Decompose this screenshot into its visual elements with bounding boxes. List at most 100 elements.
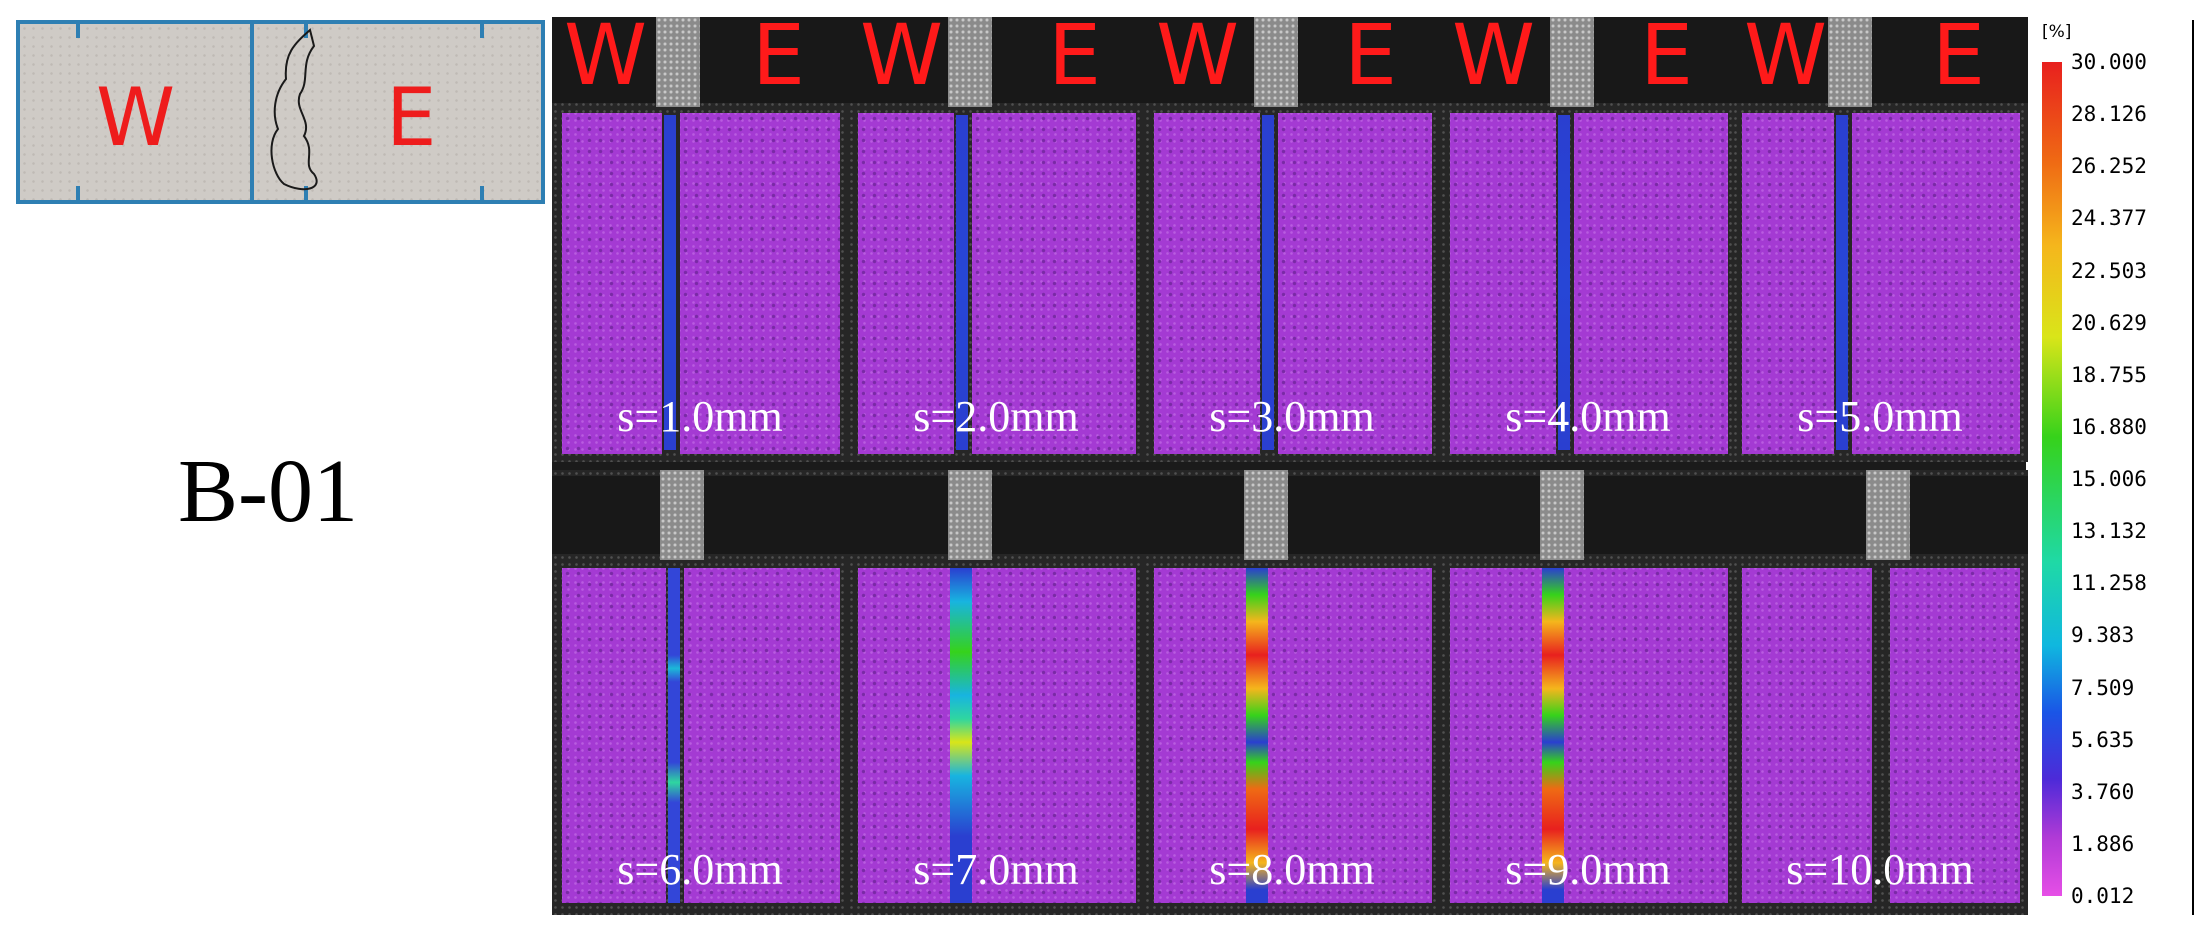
clamp-grip	[1866, 470, 1910, 560]
strain-colorbar	[2042, 62, 2062, 896]
strain-zone-east	[680, 113, 840, 454]
strain-zone-east	[1574, 113, 1728, 454]
strain-zone-west	[562, 568, 666, 903]
strain-zone-west	[1742, 113, 1834, 454]
colorbar-tick-label: 9.383	[2071, 623, 2135, 648]
colorbar-tick-label: 5.635	[2071, 727, 2135, 752]
strain-panel: s=8.0mm	[1144, 470, 1440, 915]
specimen-schematic: W E	[16, 20, 545, 208]
clamp-grip	[1254, 17, 1298, 107]
panel-west-label: W	[564, 17, 648, 104]
clamp-grip	[948, 17, 992, 107]
strain-zone-west	[858, 568, 954, 903]
panel-east-label: E	[1048, 17, 1102, 104]
schematic-tick	[304, 186, 308, 200]
colorbar-tick-label: 22.503	[2071, 258, 2147, 283]
clamp-grip	[1540, 470, 1584, 560]
strain-zone-east	[1268, 568, 1432, 903]
strain-panel: s=9.0mm	[1440, 470, 1736, 915]
clamp-grip	[656, 17, 700, 107]
strain-zone-west	[858, 113, 954, 454]
panel-caption: s=7.0mm	[913, 845, 1079, 894]
panel-west-label: W	[1744, 17, 1828, 104]
panel-east-label: E	[1344, 17, 1398, 104]
colorbar-divider	[2192, 20, 2194, 915]
colorbar-tick-label: 28.126	[2071, 102, 2147, 127]
schematic-tick	[304, 24, 308, 38]
panel-caption: s=5.0mm	[1797, 392, 1963, 441]
clamp-grip	[1244, 470, 1288, 560]
strain-panel: s=10.0mm	[1732, 470, 2028, 915]
strain-zone-west	[1450, 113, 1556, 454]
clamp-grip	[948, 470, 992, 560]
strain-zone-west	[1154, 113, 1260, 454]
panel-east-label: E	[752, 17, 806, 104]
crack-strain-band	[664, 115, 676, 450]
colorbar-tick-label: 18.755	[2071, 362, 2147, 387]
colorbar-tick-label: 3.760	[2071, 779, 2135, 804]
strain-zone-east	[1852, 113, 2020, 454]
colorbar-tick-label: 1.886	[2071, 831, 2135, 856]
crack-strain-band	[1836, 115, 1848, 450]
crack-strain-band	[1542, 568, 1564, 903]
strain-zone-east	[684, 568, 840, 903]
strain-zone-east	[1564, 568, 1728, 903]
panel-caption: s=3.0mm	[1209, 392, 1375, 441]
schematic-tick	[76, 24, 80, 38]
clamp-grip	[1828, 17, 1872, 107]
panel-caption: s=2.0mm	[913, 392, 1079, 441]
strain-zone-west	[562, 113, 662, 454]
clamp-grip	[1550, 17, 1594, 107]
east-label: E	[386, 71, 437, 164]
strain-zone-east	[972, 568, 1136, 903]
crack-outline-icon	[270, 28, 318, 191]
panel-caption: s=10.0mm	[1786, 845, 1974, 894]
colorbar-tick-label: 16.880	[2071, 414, 2147, 439]
panel-east-label: E	[1932, 17, 1986, 104]
crack-strain-band	[956, 115, 968, 450]
specimen-label: B-01	[178, 442, 358, 541]
strain-zone-west	[1742, 568, 1872, 903]
colorbar-tick-label: 7.509	[2071, 675, 2135, 700]
panel-caption: s=4.0mm	[1505, 392, 1671, 441]
panel-west-label: W	[1156, 17, 1240, 104]
colorbar-tick-label: 11.258	[2071, 571, 2147, 596]
strain-zone-east	[972, 113, 1136, 454]
slab-east	[250, 20, 545, 204]
crack-strain-band	[1262, 115, 1274, 450]
schematic-tick	[480, 24, 484, 38]
clamp-grip	[660, 470, 704, 560]
colorbar-tick-label: 24.377	[2071, 206, 2147, 231]
panel-east-label: E	[1640, 17, 1694, 104]
panel-west-label: W	[860, 17, 944, 104]
strain-panel: s=7.0mm	[848, 470, 1144, 915]
strain-panel: s=6.0mm	[552, 470, 848, 915]
colorbar-tick-label: 13.132	[2071, 519, 2147, 544]
slab-west	[16, 20, 256, 204]
crack-strain-band	[950, 568, 972, 903]
strain-zone-east	[1278, 113, 1432, 454]
west-label: W	[96, 71, 176, 164]
colorbar-tick-label: 20.629	[2071, 310, 2147, 335]
colorbar-tick-label: 0.012	[2071, 884, 2135, 908]
panel-caption: s=8.0mm	[1209, 845, 1375, 894]
crack-strain-band	[1246, 568, 1268, 903]
colorbar-tick-label: 15.006	[2071, 467, 2147, 491]
panel-west-label: W	[1452, 17, 1536, 104]
strain-zone-west	[1154, 568, 1250, 903]
schematic-tick	[76, 186, 80, 200]
schematic-tick	[480, 186, 484, 200]
panel-caption: s=9.0mm	[1505, 845, 1671, 894]
colorbar-unit: [%]	[2042, 22, 2072, 42]
colorbar-tick-label: 26.252	[2071, 154, 2147, 179]
panel-caption: s=1.0mm	[617, 392, 783, 441]
colorbar-tick-label: 30.000	[2071, 50, 2147, 74]
crack-strain-band	[1558, 115, 1570, 450]
strain-zone-east	[1890, 568, 2020, 903]
